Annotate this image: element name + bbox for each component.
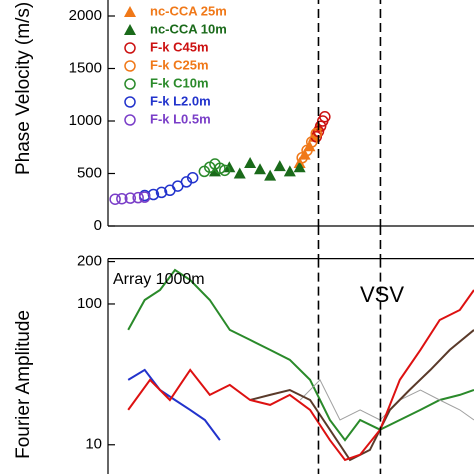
y-tick-label: 500: [77, 164, 102, 181]
circle-point: [155, 186, 168, 199]
legend-marker: [124, 6, 136, 17]
circle-point: [109, 193, 121, 205]
legend-label: nc-CCA 25m: [150, 3, 227, 18]
circle-point: [218, 164, 231, 177]
triangle-point: [244, 157, 257, 168]
legend-marker: [124, 24, 136, 35]
y-tick-label: 0: [94, 217, 102, 234]
y-axis-label: Fourier Amplitude: [13, 310, 34, 459]
circle-point: [132, 191, 144, 204]
circle-point: [124, 192, 137, 204]
amplitude-line: [127, 289, 474, 462]
triangle-point: [223, 161, 236, 173]
y-tick-label: 1500: [69, 59, 102, 76]
triangle-point: [293, 161, 306, 173]
y-axis-label: Phase Velocity (m/s): [13, 2, 34, 175]
triangle-point: [273, 160, 286, 172]
legend-marker: [124, 78, 136, 90]
annotation: VSV: [360, 282, 404, 307]
circle-point: [138, 191, 151, 203]
y-tick-label: 100: [77, 295, 102, 312]
y-tick-label: 2000: [69, 7, 102, 24]
circle-point: [301, 144, 313, 157]
y-tick-label: 10: [85, 436, 102, 453]
circle-point: [116, 192, 128, 205]
legend-label: F-k L2.0m: [150, 93, 211, 108]
triangle-point: [264, 169, 277, 181]
triangle-point: [254, 163, 267, 175]
annotation: Array 1000m: [113, 271, 205, 288]
legend-label: F-k C10m: [150, 75, 209, 90]
legend-label: F-k C25m: [150, 57, 209, 72]
triangle-point: [283, 165, 296, 177]
circle-point: [310, 127, 323, 140]
legend-label: nc-CCA 10m: [150, 21, 227, 36]
circle-point: [319, 111, 331, 123]
legend-marker: [124, 114, 136, 126]
legend-marker: [124, 60, 136, 72]
legend-label: F-k C45m: [150, 39, 209, 54]
legend-marker: [124, 42, 136, 54]
amplitude-line: [127, 368, 221, 441]
amplitude-line: [127, 268, 474, 442]
circle-point: [186, 171, 199, 184]
legend-label: F-k L0.5m: [150, 111, 211, 126]
legend-marker: [124, 96, 136, 108]
y-tick-label: 200: [77, 253, 102, 270]
triangle-point: [233, 167, 246, 179]
y-tick-label: 1000: [69, 112, 102, 129]
